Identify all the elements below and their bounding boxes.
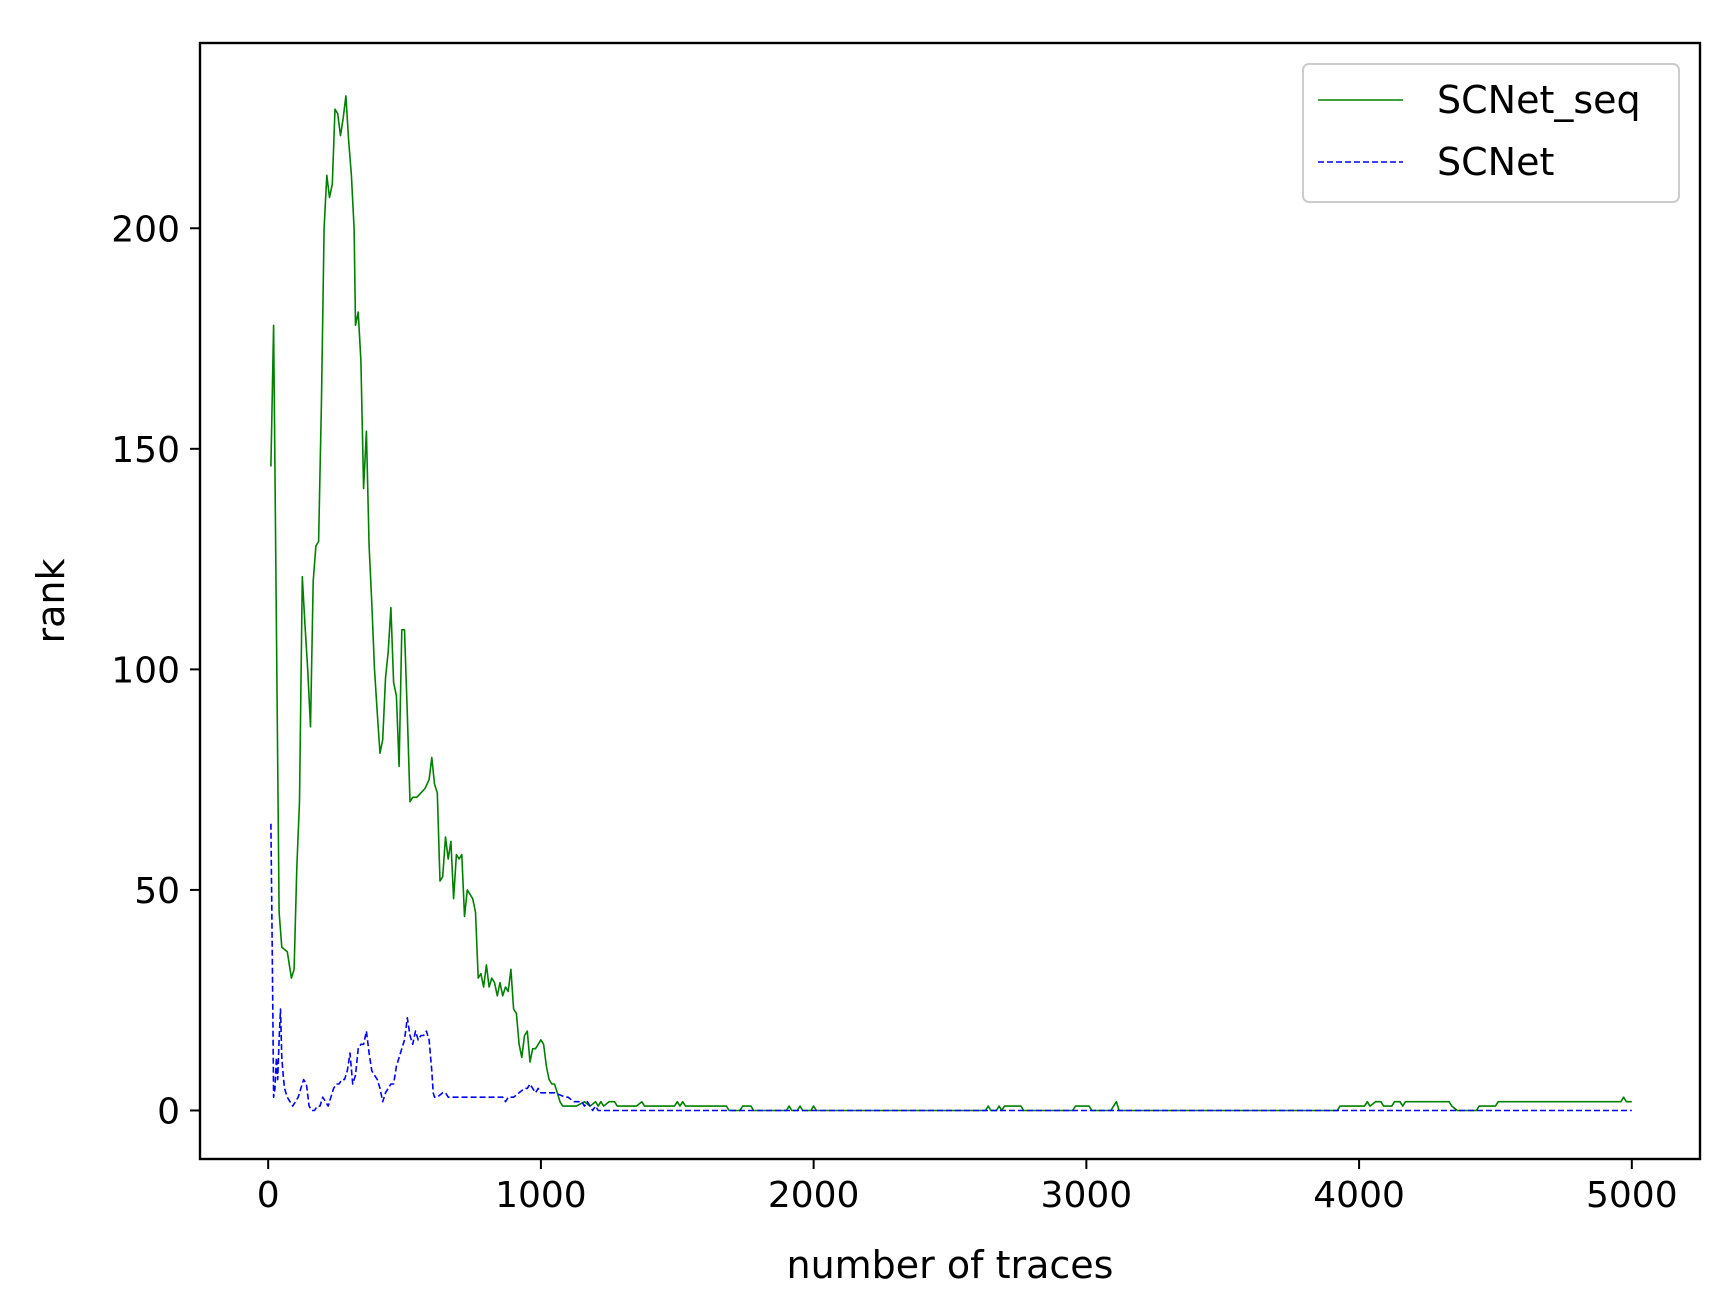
x-tick-label: 0 [257,1175,280,1216]
plot-lines [270,95,1632,1112]
x-tick-label: 5000 [1586,1175,1678,1216]
legend: SCNet_seq SCNet [1302,63,1680,203]
legend-label-scnet-seq: SCNet_seq [1437,78,1641,122]
x-tick-label: 2000 [768,1175,860,1216]
y-axis-label: rank [29,559,73,644]
y-tick-label: 50 [134,871,180,912]
series-line-scnet-seq [270,95,1632,1112]
x-tick-label: 1000 [495,1175,587,1216]
legend-label-scnet: SCNet [1437,140,1554,184]
y-tick-label: 200 [111,209,180,250]
legend-box [1302,63,1680,203]
y-tick-label: 150 [111,430,180,471]
series-line-scnet [270,823,1632,1112]
y-tick-label: 0 [157,1091,180,1132]
plot-frame [198,41,1702,1161]
x-axis-ticks: 0 1000 2000 3000 4000 5000 [257,1159,1678,1216]
x-tick-label: 3000 [1041,1175,1133,1216]
y-tick-label: 100 [111,650,180,691]
x-axis-label: number of traces [787,1243,1114,1287]
y-axis-ticks: 0 50 100 150 200 [111,209,200,1132]
x-tick-label: 4000 [1313,1175,1405,1216]
